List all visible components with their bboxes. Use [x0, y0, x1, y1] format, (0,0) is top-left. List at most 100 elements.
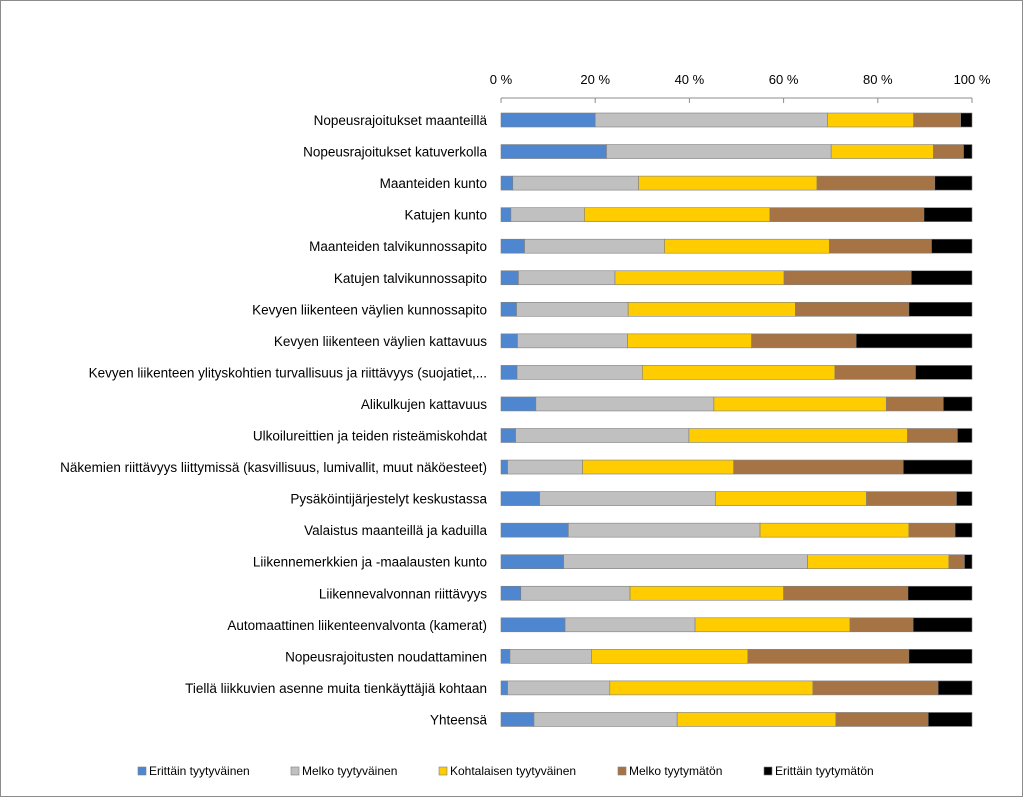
- bar-segment-melko-tyytyvainen: [520, 585, 631, 601]
- legend-label: Melko tyytyväinen: [302, 764, 397, 778]
- bar-segment-melko-tyytymaton: [907, 428, 958, 443]
- bar-segment-erittain-tyytyvainen: [500, 333, 518, 349]
- bar-segment-kohtalaisen-tyytyvainen: [614, 270, 785, 286]
- legend-swatch: [438, 766, 448, 776]
- legend-label: Erittäin tyytymätön: [775, 764, 874, 778]
- bar-segment-kohtalaisen-tyytyvainen: [584, 207, 771, 222]
- bar-segment-melko-tyytymaton: [783, 585, 909, 601]
- category-label: Valaistus maanteillä ja kaduilla: [304, 523, 487, 538]
- category-labels: Nopeusrajoitukset maanteillä Nopeusrajoit…: [60, 113, 487, 727]
- bar-segment-kohtalaisen-tyytyvainen: [694, 617, 851, 633]
- bar-segment-melko-tyytyvainen: [539, 491, 716, 506]
- bar-segment-melko-tyytymaton: [783, 270, 912, 286]
- category-label: Kevyen liikenteen väylien kattavuus: [274, 334, 487, 349]
- category-label: Pysäköintijärjestelyt keskustassa: [290, 492, 487, 507]
- bar-segment-melko-tyytymaton: [795, 301, 910, 317]
- bar-segment-melko-tyytyvainen: [507, 459, 583, 475]
- bar-segment-melko-tyytyvainen: [510, 207, 585, 222]
- x-tick-label: 0 %: [490, 72, 513, 87]
- bars: [500, 112, 973, 727]
- bar-segment-erittain-tyytymaton: [910, 270, 973, 286]
- category-label: Nopeusrajoitukset katuverkolla: [303, 145, 487, 160]
- bar-segment-erittain-tyytyvainen: [500, 112, 596, 128]
- bar-segment-erittain-tyytymaton: [855, 333, 973, 349]
- bar-segment-erittain-tyytyvainen: [500, 680, 508, 696]
- bar-segment-melko-tyytyvainen: [515, 428, 690, 443]
- bar-segment-erittain-tyytymaton: [923, 207, 973, 222]
- category-label: Näkemien riittävyys liittymissä (kasvill…: [60, 460, 487, 475]
- x-tick-label: 40 %: [675, 72, 705, 87]
- bar-segment-melko-tyytyvainen: [568, 522, 761, 538]
- bar-segment-kohtalaisen-tyytyvainen: [759, 522, 910, 538]
- bar-segment-erittain-tyytymaton: [927, 712, 973, 727]
- category-label: Automaattinen liikenteenvalvonta (kamera…: [227, 618, 487, 633]
- bar-segment-kohtalaisen-tyytyvainen: [676, 712, 837, 727]
- bar-segment-melko-tyytyvainen: [516, 365, 643, 380]
- bar-segment-kohtalaisen-tyytyvainen: [713, 396, 887, 412]
- bar-segment-kohtalaisen-tyytyvainen: [627, 301, 796, 317]
- category-label: Kevyen liikenteen ylityskohtien turvalli…: [89, 365, 487, 380]
- category-label: Maanteiden talvikunnossapito: [309, 239, 487, 254]
- bar-segment-erittain-tyytymaton: [937, 680, 973, 696]
- bar-segment-erittain-tyytyvainen: [500, 144, 607, 159]
- bar-segment-melko-tyytymaton: [834, 365, 916, 380]
- category-label: Alikulkujen kattavuus: [361, 397, 487, 412]
- bar-segment-melko-tyytyvainen: [533, 712, 678, 727]
- bar-segment-melko-tyytymaton: [849, 617, 914, 633]
- category-label: Liikennemerkkien ja -maalausten kunto: [253, 555, 487, 570]
- bar-segment-melko-tyytymaton: [933, 144, 964, 159]
- bar-segment-melko-tyytyvainen: [517, 333, 628, 349]
- bar-segment-kohtalaisen-tyytyvainen: [827, 112, 914, 128]
- bar-segment-melko-tyytyvainen: [535, 396, 715, 412]
- bar-segment-melko-tyytymaton: [751, 333, 857, 349]
- x-tick-label: 20 %: [580, 72, 610, 87]
- legend-swatch: [617, 766, 627, 776]
- category-label: Kevyen liikenteen väylien kunnossapito: [252, 302, 487, 317]
- legend-label: Erittäin tyytyväinen: [149, 764, 250, 778]
- bar-segment-kohtalaisen-tyytyvainen: [591, 649, 749, 664]
- bar-segment-melko-tyytymaton: [908, 522, 956, 538]
- category-label: Katujen kunto: [404, 208, 487, 223]
- bar-segment-melko-tyytyvainen: [563, 554, 808, 570]
- bar-segment-melko-tyytyvainen: [564, 617, 696, 633]
- category-label: Maanteiden kunto: [380, 176, 487, 191]
- bar-segment-erittain-tyytymaton: [960, 112, 973, 128]
- bar-segment-erittain-tyytymaton: [908, 649, 973, 664]
- bar-segment-erittain-tyytymaton: [931, 238, 973, 254]
- bar-segment-melko-tyytyvainen: [507, 680, 611, 696]
- bar-segment-melko-tyytymaton: [835, 712, 929, 727]
- bar-segment-melko-tyytyvainen: [518, 270, 616, 286]
- legend-label: Melko tyytymätön: [629, 764, 722, 778]
- bar-segment-erittain-tyytyvainen: [500, 585, 522, 601]
- legend-label: Kohtalaisen tyytyväinen: [450, 764, 576, 778]
- bar-segment-erittain-tyytymaton: [907, 585, 973, 601]
- bar-segment-melko-tyytymaton: [769, 207, 925, 222]
- bar-segment-kohtalaisen-tyytyvainen: [641, 365, 836, 380]
- bar-segment-kohtalaisen-tyytyvainen: [629, 585, 784, 601]
- bar-segment-kohtalaisen-tyytyvainen: [807, 554, 950, 570]
- bar-segment-erittain-tyytymaton: [915, 365, 973, 380]
- bar-segment-erittain-tyytymaton: [902, 459, 973, 475]
- bar-segment-erittain-tyytymaton: [963, 144, 973, 159]
- bar-segment-melko-tyytymaton: [747, 649, 910, 664]
- bar-segment-erittain-tyytyvainen: [500, 301, 517, 317]
- bar-segment-melko-tyytymaton: [913, 112, 961, 128]
- bar-segment-melko-tyytyvainen: [509, 649, 592, 664]
- x-tick-label: 60 %: [769, 72, 799, 87]
- legend: Erittäin tyytyväinen Melko tyytyväinen Koh…: [137, 764, 874, 778]
- category-label: Liikennevalvonnan riittävyys: [319, 586, 487, 601]
- category-label: Nopeusrajoitusten noudattaminen: [285, 649, 487, 664]
- bar-segment-erittain-tyytymaton: [957, 428, 973, 443]
- bar-segment-erittain-tyytymaton: [956, 491, 973, 506]
- bar-segment-erittain-tyytyvainen: [500, 238, 525, 254]
- bar-segment-erittain-tyytyvainen: [500, 649, 511, 664]
- bar-segment-melko-tyytyvainen: [594, 112, 828, 128]
- bar-segment-melko-tyytyvainen: [606, 144, 832, 159]
- bar-segment-kohtalaisen-tyytyvainen: [830, 144, 934, 159]
- bar-segment-erittain-tyytyvainen: [500, 365, 518, 380]
- bar-segment-erittain-tyytyvainen: [500, 459, 508, 475]
- bar-segment-erittain-tyytyvainen: [500, 554, 564, 570]
- bar-segment-erittain-tyytymaton: [942, 396, 973, 412]
- bar-segment-melko-tyytyvainen: [516, 301, 629, 317]
